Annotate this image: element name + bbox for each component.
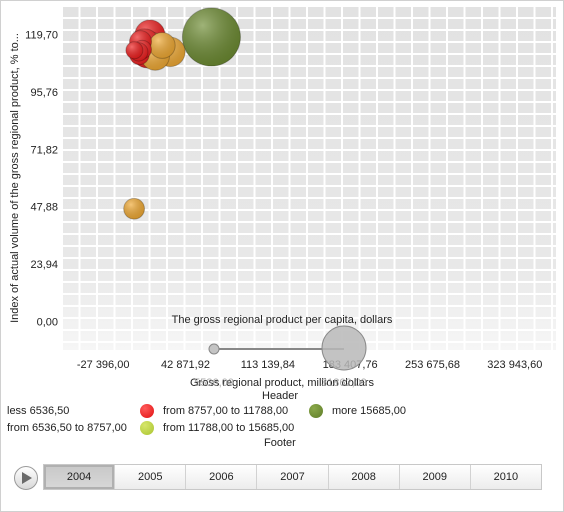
bubble-chart: 0,00 23,94 47,88 71,82 95,76 119,70 -27 396,0…: [9, 5, 556, 389]
size-legend-max: [321, 325, 367, 371]
y-axis-label: Index of actual volume of the gross regi…: [9, 33, 21, 323]
play-button[interactable]: [14, 466, 38, 490]
size-legend-min-label: 5536,00: [194, 377, 234, 389]
legend-item-6536-8757: from 6536,50 to 8757,00: [7, 422, 127, 434]
legend-header: Header: [262, 390, 299, 402]
y-tick-label: 47,88: [30, 202, 58, 214]
y-tick-label: 119,70: [25, 30, 58, 42]
size-legend-min: [208, 343, 220, 355]
x-axis-label: Gross regional product, million dollars: [190, 377, 375, 389]
y-tick-label: 71,82: [30, 144, 58, 156]
y-axis-ticks: 0,00 23,94 47,88 71,82 95,76 119,70: [25, 30, 58, 329]
legend-item-less-6536: less 6536,50: [7, 405, 70, 417]
bubble-shade: [149, 32, 176, 59]
bubbles: [123, 7, 241, 220]
play-icon: [22, 472, 32, 484]
size-legend-title: The gross regional product per capita, d…: [172, 314, 393, 326]
timeline-year-2005[interactable]: 2005: [115, 465, 187, 489]
x-tick-label: 253 675,68: [405, 359, 460, 371]
legend-swatch-green: [309, 404, 323, 418]
legend-item-more-15685: more 15685,00: [332, 405, 406, 417]
legend-item-11788-15685: from 11788,00 to 15685,00: [163, 422, 295, 434]
x-tick-label: -27 396,00: [77, 359, 130, 371]
bubble-shade: [123, 198, 145, 220]
timeline-year-2007[interactable]: 2007: [257, 465, 329, 489]
timeline-year-2010[interactable]: 2010: [470, 465, 541, 489]
size-legend: The gross regional product per capita, d…: [172, 314, 393, 389]
x-tick-label: 113 139,84: [241, 359, 295, 371]
x-tick-label: 42 871,92: [161, 359, 210, 371]
legend-swatch-red: [140, 404, 154, 418]
timeline-year-2009[interactable]: 2009: [399, 465, 471, 489]
timeline-year-2006[interactable]: 2006: [186, 465, 258, 489]
y-tick-label: 0,00: [37, 316, 58, 328]
timeline-year-2004[interactable]: 2004: [44, 465, 116, 489]
legend-item-8757-11788: from 8757,00 to 11788,00: [163, 405, 289, 417]
timeline-year-2008[interactable]: 2008: [328, 465, 400, 489]
y-tick-label: 23,94: [30, 259, 58, 271]
legend-footer: Footer: [264, 437, 296, 449]
size-legend-max-label: 31862,09: [321, 377, 367, 389]
y-tick-label: 95,76: [30, 87, 58, 99]
bubble-shade: [182, 8, 241, 67]
legend-swatch-lime: [140, 421, 154, 435]
bubble-shade: [125, 41, 143, 59]
year-timeline: 2004 2005 2006 2007 2008 2009 2010: [43, 464, 542, 490]
x-tick-label: 323 943,60: [487, 359, 542, 371]
